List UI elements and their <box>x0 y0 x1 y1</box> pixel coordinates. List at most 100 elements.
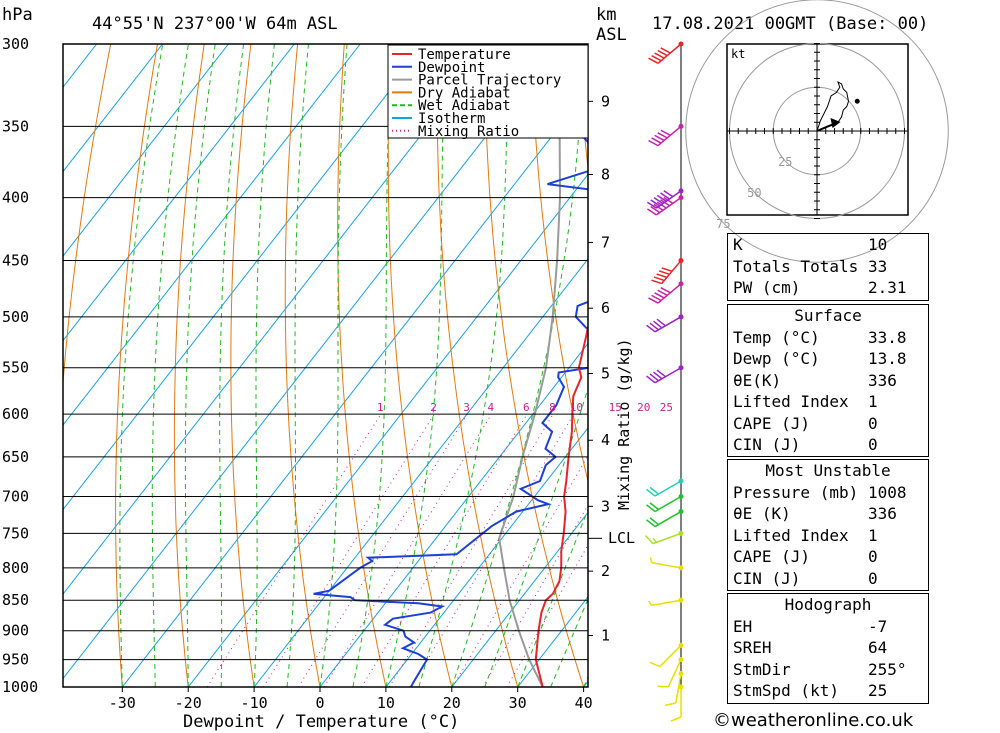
info-row-label: θE(K) <box>733 370 782 390</box>
wind-barb-half-feather <box>652 537 658 543</box>
temperature-line <box>534 322 588 687</box>
x-tick-label: 0 <box>315 694 324 712</box>
pressure-unit-label: hPa <box>2 5 33 25</box>
info-row: K 10 <box>728 234 928 256</box>
mixing-ratio-label: 4 <box>488 401 495 414</box>
x-tick-label: 20 <box>443 694 461 712</box>
wind-barb-feather <box>651 54 662 62</box>
info-row-value: 33 <box>868 256 888 276</box>
dry-adiabat-line <box>436 44 519 687</box>
wind-barb-feather <box>647 208 657 216</box>
info-row-value: 336 <box>868 370 897 390</box>
legend-item-label: Mixing Ratio <box>418 124 519 140</box>
wind-barb-feather <box>645 535 654 545</box>
info-row-label: Pressure (mb) <box>733 482 859 502</box>
legend-item-label: Parcel Trajectory <box>418 73 561 89</box>
info-row: CIN (J) 0 <box>728 568 928 590</box>
dewpoint-line <box>313 71 588 687</box>
info-row-label: CAPE (J) <box>733 413 811 433</box>
x-tick-label: 40 <box>575 694 593 712</box>
info-row-label: CAPE (J) <box>733 547 811 566</box>
info-row-value: 0 <box>868 547 878 566</box>
most-unstable-panel: Most Unstable Pressure (mb) 1008 θE (K) 336… <box>727 459 929 591</box>
wet-adiabat-line <box>151 44 189 687</box>
wind-barb-feather <box>649 502 659 511</box>
mixing-ratio-line <box>452 454 588 687</box>
hodograph-unit: kt <box>731 47 745 61</box>
pressure-tick-label: 450 <box>2 252 29 270</box>
info-row: Dewp (°C) 13.8 <box>728 348 928 370</box>
info-row: Temp (°C) 33.8 <box>728 327 928 349</box>
isotherm-line <box>121 89 588 687</box>
dry-adiabat-line <box>230 44 255 687</box>
wet-adiabat-line <box>119 44 164 687</box>
info-row-value: 1 <box>868 525 878 545</box>
wet-adiabat-line <box>550 597 588 687</box>
legend-item-label: Temperature <box>418 47 511 63</box>
info-row-value: 0 <box>868 568 878 588</box>
info-row-label: SREH <box>733 638 772 657</box>
wind-barb-feather <box>660 129 671 136</box>
wind-barb-staff <box>654 480 682 497</box>
info-row-label: StmSpd (kt) <box>733 681 839 700</box>
info-row-label: PW (cm) <box>733 278 801 297</box>
wet-adiabat-line <box>418 44 509 687</box>
wind-barb-feather <box>653 276 665 282</box>
indices-panel: K 10 Totals Totals 33 PW (cm) 2.31 <box>727 233 929 301</box>
wind-barb-staff <box>659 644 682 668</box>
hodograph-ring-label: 50 <box>747 186 761 200</box>
info-row-value: 0 <box>868 435 878 454</box>
wind-barb-staff <box>655 197 682 216</box>
wind-barb-feather <box>656 194 667 202</box>
isotherm-line <box>451 511 588 687</box>
pressure-tick-label: 350 <box>2 117 29 135</box>
wind-barb-staff <box>654 510 682 528</box>
wind-barb-feather <box>649 517 659 526</box>
info-row-label: K <box>733 235 743 254</box>
wind-barb-feather <box>656 273 668 279</box>
wind-barb-feather <box>657 685 669 688</box>
info-row: CIN (J) 0 <box>728 434 928 456</box>
wet-adiabat-line <box>484 386 588 687</box>
info-row-value: 13.8 <box>868 349 907 368</box>
surface-panel: Surface Temp (°C) 33.8 Dewp (°C) 13.8 θE(K) 3… <box>727 304 929 457</box>
pressure-tick-label: 650 <box>2 448 29 466</box>
legend-item-label: Isotherm <box>418 111 485 127</box>
info-row-label: Lifted Index <box>733 392 849 411</box>
datetime-title: 17.08.2021 00GMT (Base: 00) <box>652 14 928 34</box>
wind-barb-feather <box>653 371 663 380</box>
legend-item-label: Dewpoint <box>418 60 485 76</box>
info-row-label: θE (K) <box>733 504 791 523</box>
wind-barb-feather <box>660 287 671 294</box>
wind-barb-feather <box>651 137 662 144</box>
hodograph-ring-label: 25 <box>778 155 792 169</box>
pressure-tick-label: 950 <box>2 651 29 669</box>
wind-barb-feather <box>646 519 656 528</box>
wet-adiabat-line <box>286 44 309 687</box>
info-row-value: 25 <box>868 681 888 700</box>
wind-barb-feather <box>654 292 665 299</box>
mixing-ratio-label: 8 <box>549 401 556 414</box>
dry-adiabat-line <box>577 44 588 173</box>
wind-barb-staff <box>667 659 682 688</box>
wind-barb-staff <box>657 125 682 147</box>
copyright-footer[interactable]: ©weatheronline.co.uk <box>713 710 914 731</box>
mixing-ratio-label: 6 <box>523 401 530 414</box>
isotherm-line <box>63 44 229 257</box>
hodograph-ring-label: 75 <box>716 217 730 231</box>
wind-barb-feather <box>650 199 661 207</box>
most-unstable-title: Most Unstable <box>765 461 891 480</box>
wind-barb-feather <box>650 206 661 214</box>
km-tick-label: 2 <box>601 562 610 580</box>
wet-adiabat-line <box>319 44 348 687</box>
info-row-value: 0 <box>868 413 878 433</box>
mixing-ratio-line <box>388 413 554 687</box>
wind-barb-staff <box>657 43 682 64</box>
info-row: StmSpd (kt) 25 <box>728 680 928 702</box>
dry-adiabat-line <box>115 44 158 687</box>
wind-barb-staff <box>657 283 682 304</box>
hodograph-ring <box>685 0 949 263</box>
pressure-tick-label: 550 <box>2 359 29 377</box>
wind-barb-feather <box>654 52 665 59</box>
